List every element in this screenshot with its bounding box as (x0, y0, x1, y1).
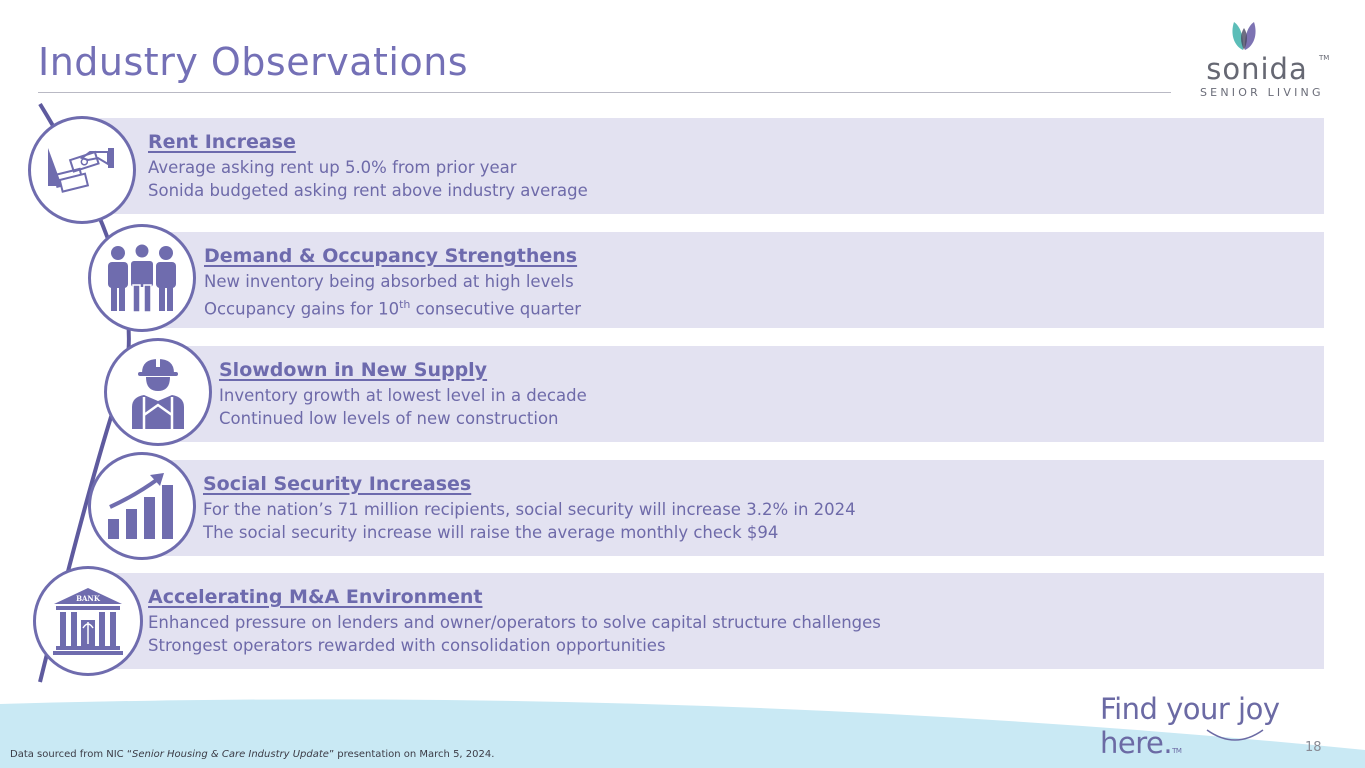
observation-line: Occupancy gains for 10th consecutive qua… (204, 298, 581, 319)
rising-bar-chart-icon (108, 473, 173, 539)
observation-line: Sonida budgeted asking rent above indust… (148, 181, 588, 200)
social-security-icon-circle (88, 452, 196, 560)
butterfly-logo-icon (1232, 22, 1256, 50)
observation-demand-occupancy: Demand & Occupancy Strengthens New inven… (140, 232, 1324, 328)
demand-icon-circle (88, 224, 196, 332)
logo-trademark: TM (1319, 54, 1330, 62)
observation-line: Enhanced pressure on lenders and owner/o… (148, 613, 881, 632)
source-footnote: Data sourced from NIC “Senior Housing & … (10, 749, 495, 760)
observation-line: Inventory growth at lowest level in a de… (219, 386, 587, 405)
observation-title: Social Security Increases (203, 473, 472, 495)
tagline-smile-icon (1206, 729, 1264, 741)
rent-icon-circle (28, 116, 136, 224)
observation-title: Rent Increase (148, 131, 296, 153)
mna-icon-circle: BANK (33, 566, 143, 676)
observation-line: For the nation’s 71 million recipients, … (203, 500, 856, 519)
supply-icon-circle (104, 338, 212, 446)
observation-social-security: Social Security Increases For the nation… (140, 460, 1324, 556)
bank-building-icon: BANK (53, 588, 123, 655)
observation-mna-environment: Accelerating M&A Environment Enhanced pr… (80, 573, 1324, 669)
page-number: 18 (1305, 740, 1322, 755)
observation-rent-increase: Rent Increase Average asking rent up 5.0… (80, 118, 1324, 214)
observation-line: Continued low levels of new construction (219, 409, 559, 428)
logo-wordmark: sonida (1206, 52, 1308, 86)
observation-line: Average asking rent up 5.0% from prior y… (148, 158, 517, 177)
observation-title: Slowdown in New Supply (219, 359, 488, 381)
observation-line: New inventory being absorbed at high lev… (204, 272, 574, 291)
construction-worker-icon (132, 357, 184, 429)
group-of-people-icon (108, 243, 176, 313)
sonida-logo: sonida TM SENIOR LIVING (1196, 14, 1331, 104)
observation-title: Accelerating M&A Environment (148, 586, 483, 608)
title-divider (38, 92, 1171, 93)
observation-slowdown-supply: Slowdown in New Supply Inventory growth … (156, 346, 1324, 442)
tagline: Find your joy here.TM (1100, 692, 1280, 760)
page-title: Industry Observations (38, 40, 469, 84)
hand-giving-money-icon (48, 148, 114, 193)
footer-wave (0, 699, 1365, 768)
observation-title: Demand & Occupancy Strengthens (204, 245, 578, 267)
observation-line: Strongest operators rewarded with consol… (148, 636, 666, 655)
logo-subtitle: SENIOR LIVING (1200, 86, 1324, 99)
observation-line: The social security increase will raise … (203, 523, 779, 542)
bank-label: BANK (76, 594, 101, 603)
